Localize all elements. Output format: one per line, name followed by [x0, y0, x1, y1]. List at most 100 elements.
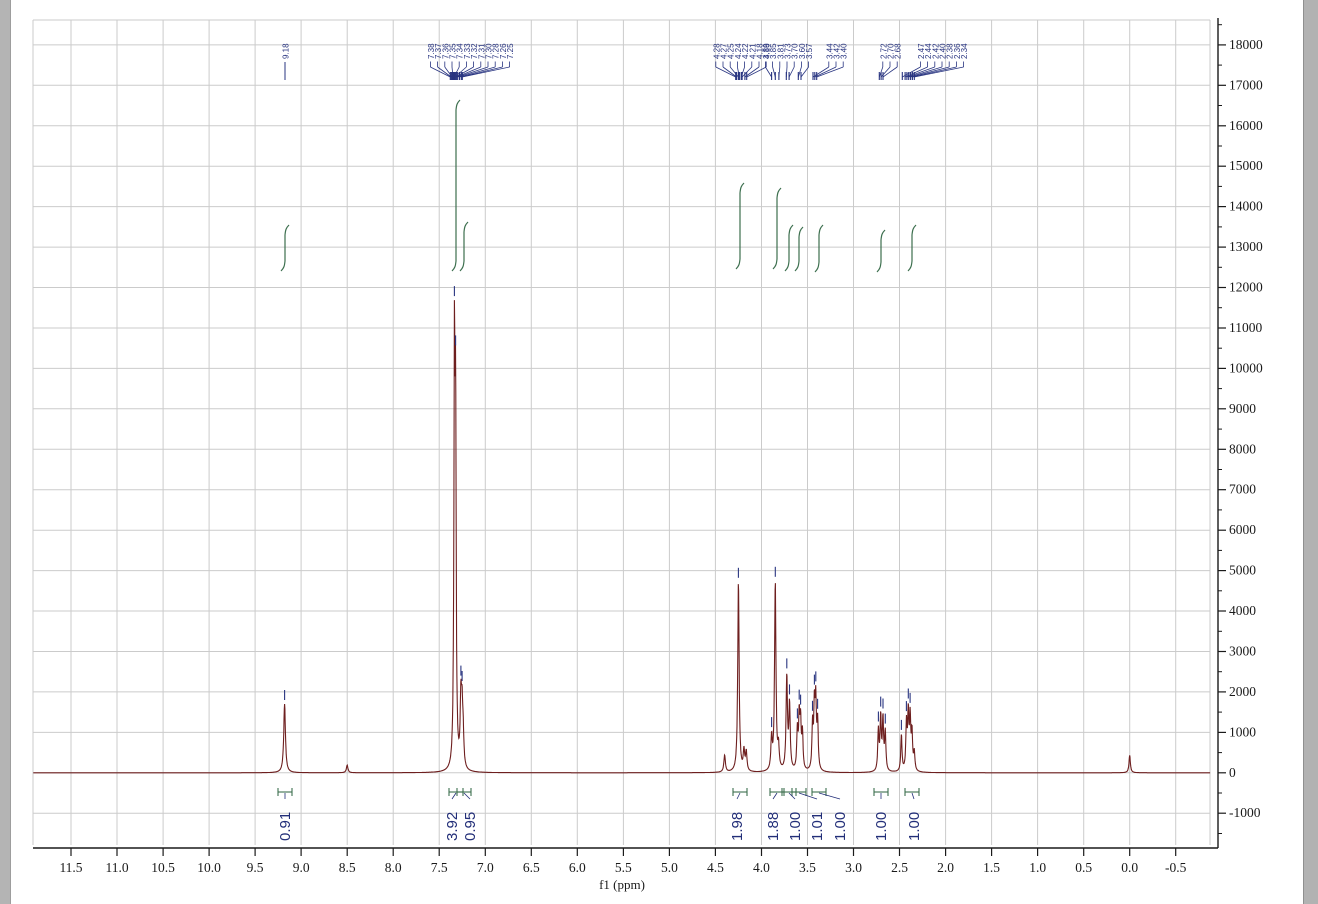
svg-text:4000: 4000	[1229, 603, 1256, 618]
integral-curve	[784, 224, 794, 272]
svg-text:1.00: 1.00	[906, 812, 923, 841]
svg-text:3.85: 3.85	[769, 43, 778, 59]
svg-text:1.98: 1.98	[729, 812, 746, 841]
svg-text:5.5: 5.5	[615, 860, 632, 875]
svg-text:10.5: 10.5	[151, 860, 175, 875]
svg-text:2.40: 2.40	[939, 43, 948, 59]
svg-text:2.38: 2.38	[946, 43, 955, 59]
grid	[32, 19, 1211, 845]
integral-curves	[277, 99, 920, 796]
svg-text:10000: 10000	[1229, 360, 1263, 375]
svg-text:2000: 2000	[1229, 684, 1256, 699]
svg-text:0.5: 0.5	[1075, 860, 1092, 875]
svg-text:7.26: 7.26	[499, 43, 508, 59]
svg-text:2.72: 2.72	[879, 43, 888, 59]
integral-labels: 0.91 3.92 0.95 1.98 1.88 1.00 1.01 1.00 1.00 1.00	[277, 792, 923, 841]
svg-text:3.5: 3.5	[799, 860, 816, 875]
peak-pick-marks	[284, 286, 911, 730]
svg-text:4.0: 4.0	[753, 860, 770, 875]
integral-curve	[280, 224, 290, 272]
svg-text:6.0: 6.0	[569, 860, 586, 875]
svg-text:4.21: 4.21	[748, 43, 757, 59]
svg-text:4.24: 4.24	[734, 43, 743, 59]
svg-text:1.01: 1.01	[809, 812, 826, 841]
svg-text:12000: 12000	[1229, 280, 1263, 295]
svg-text:1000: 1000	[1229, 724, 1256, 739]
svg-text:3000: 3000	[1229, 643, 1256, 658]
svg-text:7.38: 7.38	[427, 43, 436, 59]
svg-text:3.81: 3.81	[776, 43, 785, 59]
integral-curve	[735, 182, 745, 270]
svg-text:7.34: 7.34	[456, 43, 465, 59]
svg-text:3.60: 3.60	[798, 43, 807, 59]
spectrum-trace	[33, 300, 1211, 774]
svg-text:6000: 6000	[1229, 522, 1256, 537]
svg-text:11.5: 11.5	[59, 860, 82, 875]
svg-text:2.34: 2.34	[960, 43, 969, 59]
svg-text:-1000: -1000	[1229, 805, 1261, 820]
svg-text:16000: 16000	[1229, 118, 1263, 133]
svg-text:4.16: 4.16	[763, 43, 772, 59]
svg-text:2.5: 2.5	[891, 860, 908, 875]
integral-curve	[814, 224, 824, 273]
svg-text:3.0: 3.0	[845, 860, 862, 875]
svg-text:7.35: 7.35	[449, 43, 458, 59]
svg-text:4.28: 4.28	[712, 43, 721, 59]
svg-text:9.0: 9.0	[293, 860, 310, 875]
svg-text:5.0: 5.0	[661, 860, 678, 875]
svg-text:0.91: 0.91	[277, 812, 294, 841]
svg-text:0.0: 0.0	[1121, 860, 1138, 875]
svg-text:7.36: 7.36	[441, 43, 450, 59]
trace-path	[33, 300, 1211, 774]
svg-text:7.31: 7.31	[477, 43, 486, 59]
svg-text:8000: 8000	[1229, 441, 1256, 456]
window-edge-right	[1303, 0, 1318, 904]
svg-text:2.47: 2.47	[917, 43, 926, 59]
integral-curve	[876, 229, 886, 273]
svg-text:-0.5: -0.5	[1165, 860, 1187, 875]
svg-text:7.32: 7.32	[470, 43, 479, 59]
svg-text:9.5: 9.5	[247, 860, 264, 875]
svg-text:2.70: 2.70	[887, 43, 896, 59]
svg-text:9000: 9000	[1229, 401, 1256, 416]
svg-text:1.5: 1.5	[983, 860, 1000, 875]
svg-text:9.18: 9.18	[282, 43, 291, 59]
svg-text:11.0: 11.0	[105, 860, 128, 875]
svg-text:3.89: 3.89	[762, 43, 771, 59]
peak-labels: 9.18 7.387.377.367.357.347.337.327.317.30…	[282, 43, 969, 80]
svg-text:1.0: 1.0	[1029, 860, 1046, 875]
svg-text:13000: 13000	[1229, 239, 1263, 254]
integral-curve	[451, 99, 461, 272]
svg-text:8.5: 8.5	[339, 860, 356, 875]
svg-text:3.70: 3.70	[791, 43, 800, 59]
svg-text:1.88: 1.88	[765, 812, 782, 841]
svg-text:7.33: 7.33	[463, 43, 472, 59]
svg-text:11000: 11000	[1229, 320, 1262, 335]
svg-text:14000: 14000	[1229, 199, 1263, 214]
svg-text:2.36: 2.36	[953, 43, 962, 59]
svg-text:7.5: 7.5	[431, 860, 448, 875]
svg-text:10.0: 10.0	[197, 860, 221, 875]
svg-text:17000: 17000	[1229, 77, 1263, 92]
svg-text:2.44: 2.44	[924, 43, 933, 59]
window-edge-left	[0, 0, 11, 904]
svg-text:4.27: 4.27	[720, 43, 729, 59]
svg-text:4.25: 4.25	[727, 43, 736, 59]
svg-text:7.37: 7.37	[434, 43, 443, 59]
x-axis-title: f1 (ppm)	[599, 877, 645, 892]
integral-curve	[772, 187, 782, 270]
svg-text:7.0: 7.0	[477, 860, 494, 875]
svg-text:3.42: 3.42	[833, 43, 842, 59]
svg-text:4.22: 4.22	[741, 43, 750, 59]
svg-text:3.40: 3.40	[840, 43, 849, 59]
integral-curve	[907, 224, 917, 272]
svg-text:1.00: 1.00	[832, 812, 849, 841]
svg-text:4.18: 4.18	[756, 43, 765, 59]
x-axis: 11.5 11.0 10.5 10.0 9.5 9.0 8.5 8.0 7.5 7.0 6.5 6.0…	[33, 847, 1218, 875]
svg-text:6.5: 6.5	[523, 860, 540, 875]
svg-text:7.30: 7.30	[485, 43, 494, 59]
svg-text:1.00: 1.00	[787, 812, 804, 841]
svg-text:0: 0	[1229, 765, 1236, 780]
spectrum-page	[10, 0, 1303, 904]
